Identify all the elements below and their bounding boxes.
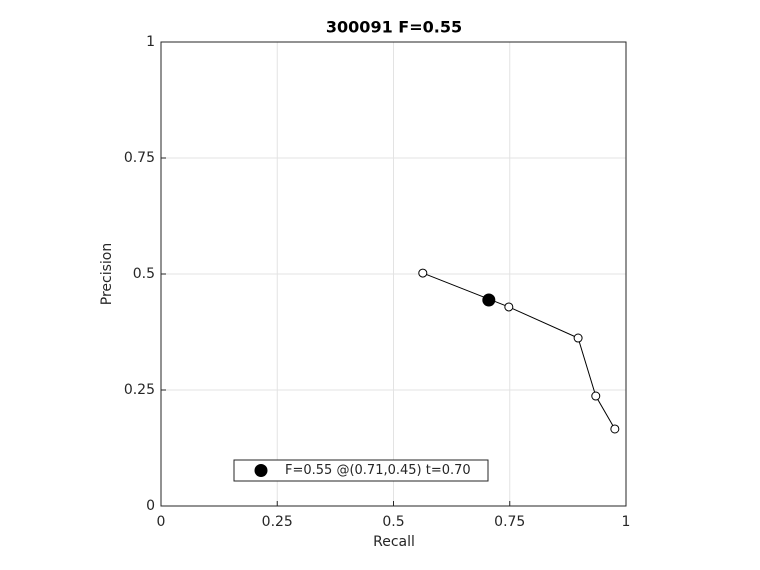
point [610,424,620,434]
y-tick-label: 0.5 [133,266,155,282]
y-tick-label: 1 [146,34,155,50]
best-point [482,293,496,307]
x-tick-label: 0.5 [382,514,404,530]
y-axis-label: Precision [99,243,115,305]
x-tick-label: 0.25 [262,514,293,530]
x-tick-label: 1 [622,514,631,530]
legend-box [233,459,489,482]
y-tick-label: 0 [146,498,155,514]
x-axis-label: Recall [373,534,415,550]
chart-title: 300091 F=0.55 [326,18,462,37]
y-tick-label: 0.25 [124,382,155,398]
point [504,302,514,312]
plot-frame [160,41,627,507]
y-tick-label: 0.75 [124,150,155,166]
legend-label: F=0.55 @(0.71,0.45) t=0.70 [285,463,471,478]
legend-marker [254,464,268,477]
x-tick-label: 0 [157,514,166,530]
pr-curve [422,272,616,430]
point [591,391,601,401]
x-tick-label: 0.75 [494,514,525,530]
point [573,333,583,343]
point [418,268,428,278]
